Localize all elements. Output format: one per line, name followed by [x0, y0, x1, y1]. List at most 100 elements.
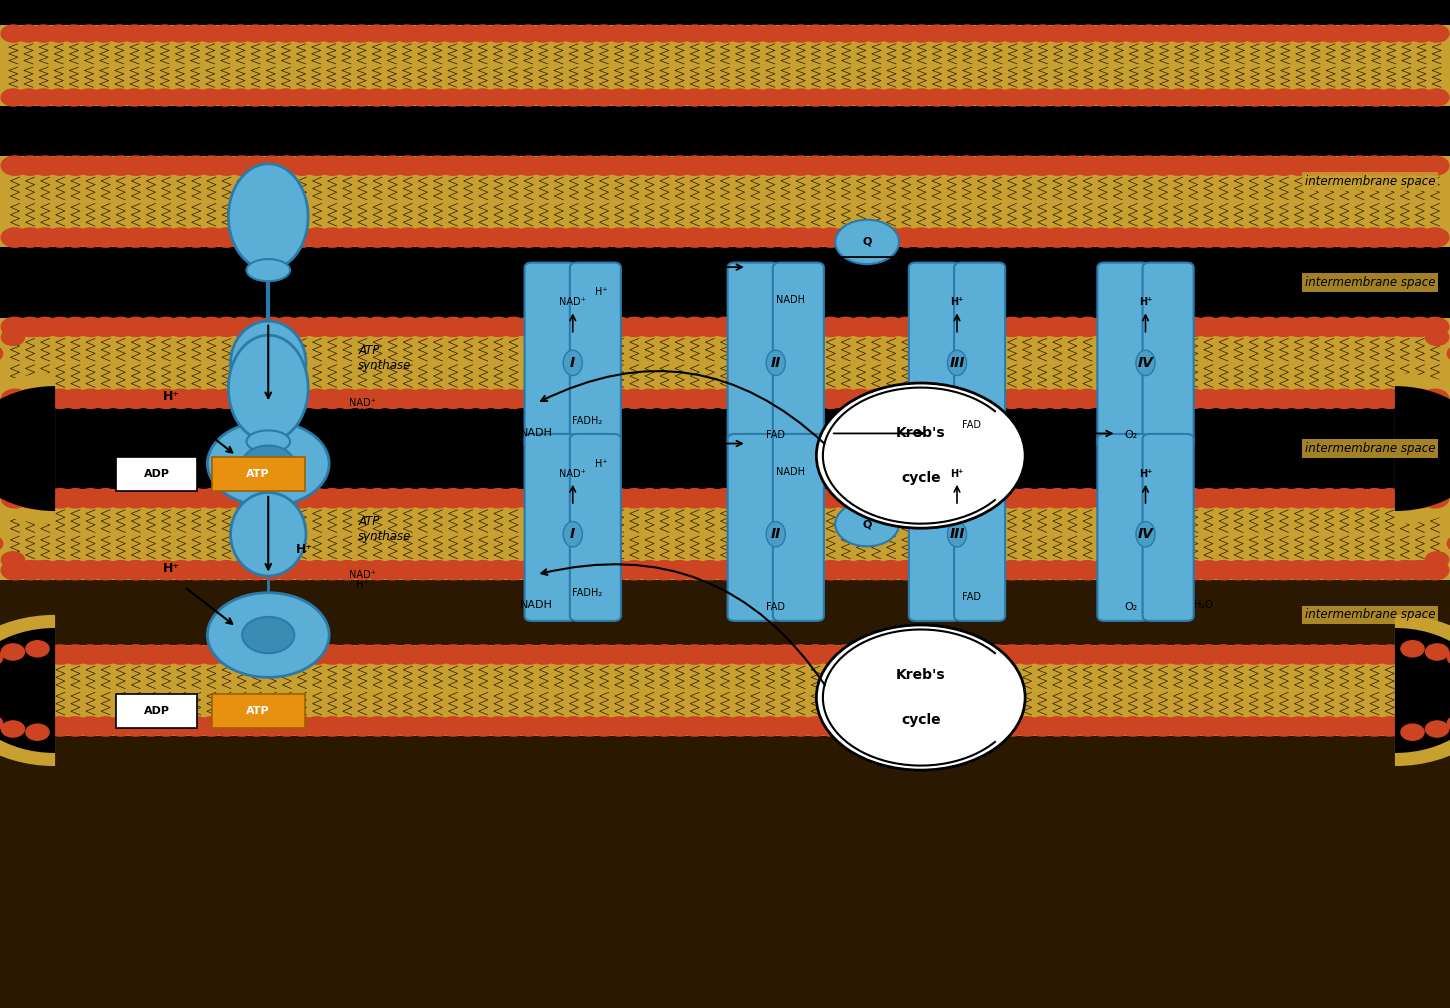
Text: NADH: NADH	[521, 428, 552, 438]
Ellipse shape	[231, 493, 306, 576]
Text: intermembrane space: intermembrane space	[1305, 609, 1436, 621]
Circle shape	[1315, 489, 1343, 508]
Circle shape	[953, 389, 980, 408]
Circle shape	[787, 489, 815, 508]
Circle shape	[651, 389, 679, 408]
Circle shape	[1346, 318, 1373, 337]
Circle shape	[892, 318, 921, 337]
Circle shape	[771, 156, 799, 175]
Text: FADH₂: FADH₂	[573, 416, 602, 426]
Bar	[0, 580, 1450, 645]
Circle shape	[138, 89, 162, 106]
Circle shape	[486, 25, 510, 42]
Circle shape	[1391, 645, 1418, 664]
Circle shape	[62, 489, 90, 508]
Circle shape	[425, 228, 452, 247]
FancyBboxPatch shape	[773, 433, 824, 621]
Circle shape	[908, 389, 935, 408]
Text: Kreb's: Kreb's	[896, 668, 945, 682]
Circle shape	[378, 489, 406, 508]
Circle shape	[1014, 489, 1041, 508]
Text: Kreb's: Kreb's	[896, 426, 945, 440]
Circle shape	[696, 156, 724, 175]
Circle shape	[1164, 318, 1192, 337]
Circle shape	[1014, 228, 1041, 247]
Circle shape	[334, 156, 361, 175]
Circle shape	[1331, 489, 1359, 508]
Circle shape	[953, 489, 980, 508]
Circle shape	[576, 560, 603, 580]
Circle shape	[651, 560, 679, 580]
Circle shape	[334, 89, 358, 106]
Circle shape	[319, 25, 344, 42]
Circle shape	[91, 156, 119, 175]
Circle shape	[1285, 560, 1312, 580]
Circle shape	[592, 89, 616, 106]
Circle shape	[168, 25, 193, 42]
Circle shape	[877, 717, 905, 736]
Circle shape	[576, 489, 603, 508]
Circle shape	[1137, 89, 1161, 106]
Circle shape	[62, 318, 90, 337]
Circle shape	[998, 645, 1025, 664]
Circle shape	[635, 717, 663, 736]
Circle shape	[364, 156, 392, 175]
Circle shape	[470, 318, 497, 337]
Text: FADH₂: FADH₂	[573, 588, 602, 598]
Text: H⁺: H⁺	[357, 580, 368, 590]
Circle shape	[364, 645, 392, 664]
Circle shape	[922, 389, 950, 408]
Circle shape	[1315, 228, 1343, 247]
Circle shape	[273, 560, 300, 580]
Circle shape	[425, 489, 452, 508]
Ellipse shape	[766, 350, 786, 376]
Circle shape	[1315, 717, 1343, 736]
Circle shape	[16, 389, 44, 408]
Circle shape	[1364, 25, 1388, 42]
Circle shape	[228, 560, 255, 580]
Circle shape	[1360, 560, 1388, 580]
Circle shape	[651, 318, 679, 337]
Circle shape	[545, 389, 573, 408]
Circle shape	[46, 389, 74, 408]
Text: NAD⁺: NAD⁺	[560, 297, 586, 307]
Circle shape	[863, 156, 890, 175]
Circle shape	[547, 25, 571, 42]
Circle shape	[107, 89, 132, 106]
Circle shape	[1179, 228, 1206, 247]
Circle shape	[378, 318, 406, 337]
Circle shape	[863, 489, 890, 508]
Circle shape	[1212, 25, 1237, 42]
Circle shape	[545, 228, 573, 247]
Circle shape	[577, 25, 600, 42]
Circle shape	[289, 389, 316, 408]
Circle shape	[470, 560, 497, 580]
Circle shape	[91, 489, 119, 508]
Circle shape	[771, 489, 799, 508]
Circle shape	[590, 560, 618, 580]
Circle shape	[998, 489, 1025, 508]
Text: intermembrane space: intermembrane space	[1305, 443, 1436, 455]
Circle shape	[319, 156, 347, 175]
Circle shape	[378, 717, 406, 736]
Circle shape	[696, 318, 724, 337]
Circle shape	[334, 25, 358, 42]
Circle shape	[938, 228, 966, 247]
Circle shape	[1134, 156, 1161, 175]
Circle shape	[983, 489, 1011, 508]
Circle shape	[319, 489, 347, 508]
Circle shape	[1331, 318, 1359, 337]
Circle shape	[606, 560, 634, 580]
Circle shape	[228, 717, 255, 736]
Circle shape	[1089, 560, 1116, 580]
Circle shape	[1209, 228, 1237, 247]
Circle shape	[637, 25, 661, 42]
Circle shape	[1, 89, 26, 106]
Circle shape	[622, 25, 647, 42]
Circle shape	[832, 645, 860, 664]
Text: H⁺: H⁺	[296, 543, 313, 555]
Circle shape	[228, 489, 255, 508]
Circle shape	[1014, 560, 1041, 580]
Circle shape	[1195, 489, 1222, 508]
Circle shape	[107, 489, 135, 508]
